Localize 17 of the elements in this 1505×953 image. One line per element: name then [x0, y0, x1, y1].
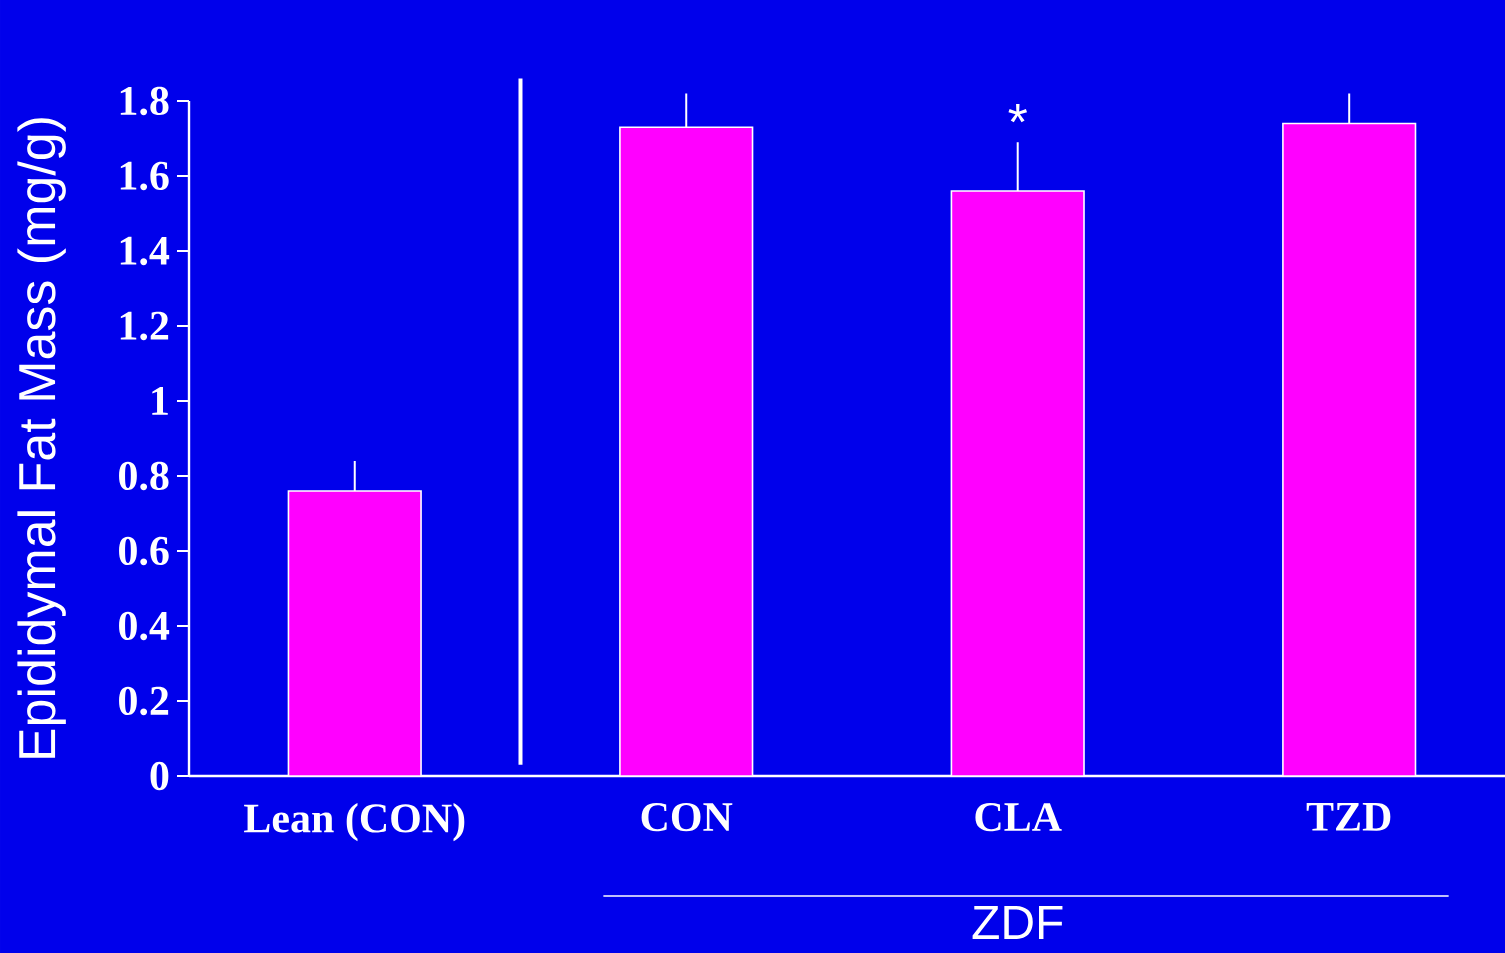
y-tick-label: 0.6	[119, 536, 169, 566]
annotation: *	[1008, 104, 1028, 123]
x-tick-label: Lean (CON)	[244, 803, 465, 842]
y-tick-label: 1	[152, 387, 168, 415]
y-tick-label: 1.4	[120, 236, 170, 266]
y-tick-label: 1.8	[120, 86, 169, 116]
y-tick-label: 0	[150, 761, 169, 791]
text: ZDF	[972, 905, 1063, 939]
y-tick-label: 0.8	[119, 461, 169, 491]
x-tick-label: TZD	[1306, 803, 1391, 831]
y-axis-title: Epididymal Fat Mass (mg/g)	[17, 118, 66, 758]
x-tick-label: CLA	[975, 803, 1062, 832]
y-tick-label: 1.6	[120, 161, 169, 191]
y-tick-label: 0.4	[119, 611, 170, 641]
y-tick-label: 1.2	[120, 311, 169, 341]
y-tick-label: 0.2	[119, 686, 169, 716]
x-tick-label: CON	[641, 803, 733, 832]
